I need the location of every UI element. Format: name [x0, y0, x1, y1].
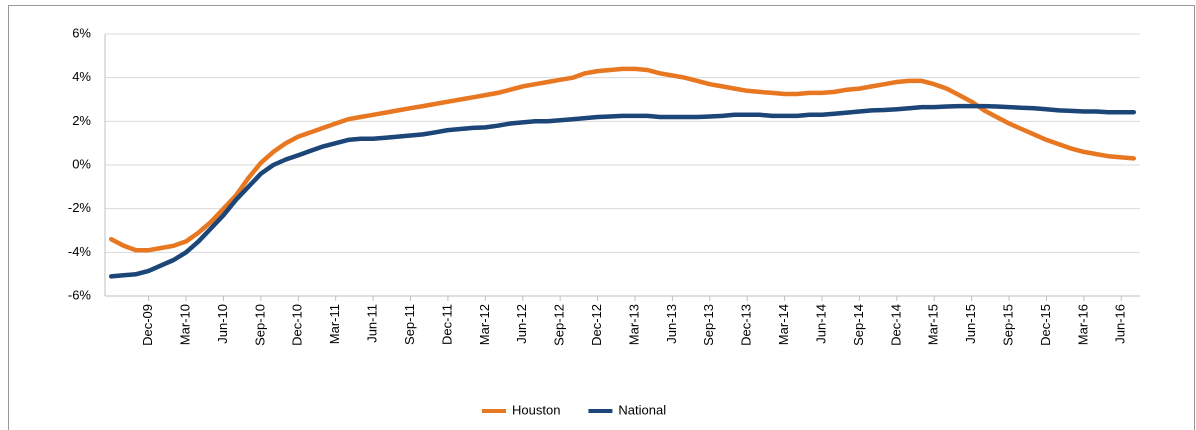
x-tick-label: Mar-15	[926, 304, 941, 345]
series-line	[108, 66, 1137, 253]
x-tick-label: Dec-13	[739, 304, 754, 346]
x-tick-label: Dec-15	[1038, 304, 1053, 346]
legend-label: National	[618, 402, 666, 417]
x-tick-label: Dec-12	[589, 304, 604, 346]
x-tick-label: Sep-12	[552, 304, 567, 346]
x-tick-label: Sep-10	[252, 304, 267, 346]
x-tick-label: Mar-16	[1075, 304, 1090, 345]
series-line	[108, 103, 1137, 279]
x-tick-label: Jun-15	[963, 304, 978, 344]
x-tick-label: Sep-13	[701, 304, 716, 346]
x-tick-label: Sep-14	[851, 304, 866, 346]
x-tick-label: Jun-16	[1113, 304, 1128, 344]
legend-label: Houston	[512, 402, 560, 417]
x-tick-label: Jun-14	[813, 304, 828, 344]
y-tick-label: -2%	[68, 200, 92, 215]
x-tick-label: Sep-15	[1001, 304, 1016, 346]
y-tick-label: 4%	[72, 69, 91, 84]
x-tick-label: Jun-13	[664, 304, 679, 344]
x-tick-label: Sep-11	[402, 304, 417, 345]
x-tick-label: Dec-11	[439, 304, 454, 345]
x-tick-label: Mar-14	[776, 304, 791, 345]
x-tick-label: Jun-11	[365, 304, 380, 343]
y-tick-label: -6%	[68, 287, 92, 302]
y-tick-label: 6%	[72, 25, 91, 40]
x-tick-label: Mar-13	[626, 304, 641, 345]
x-tick-label: Dec-14	[888, 304, 903, 346]
y-tick-label: 2%	[72, 113, 91, 128]
x-tick-label: Jun-12	[514, 304, 529, 344]
y-tick-label: 0%	[72, 156, 91, 171]
x-tick-label: Mar-10	[177, 304, 192, 345]
x-tick-label: Jun-10	[215, 304, 230, 344]
x-tick-label: Dec-10	[290, 304, 305, 346]
x-tick-label: Mar-11	[327, 304, 342, 344]
y-tick-label: -4%	[68, 244, 92, 259]
x-tick-label: Mar-12	[477, 304, 492, 345]
x-tick-label: Dec-09	[140, 304, 155, 346]
chart-border	[8, 5, 1195, 430]
